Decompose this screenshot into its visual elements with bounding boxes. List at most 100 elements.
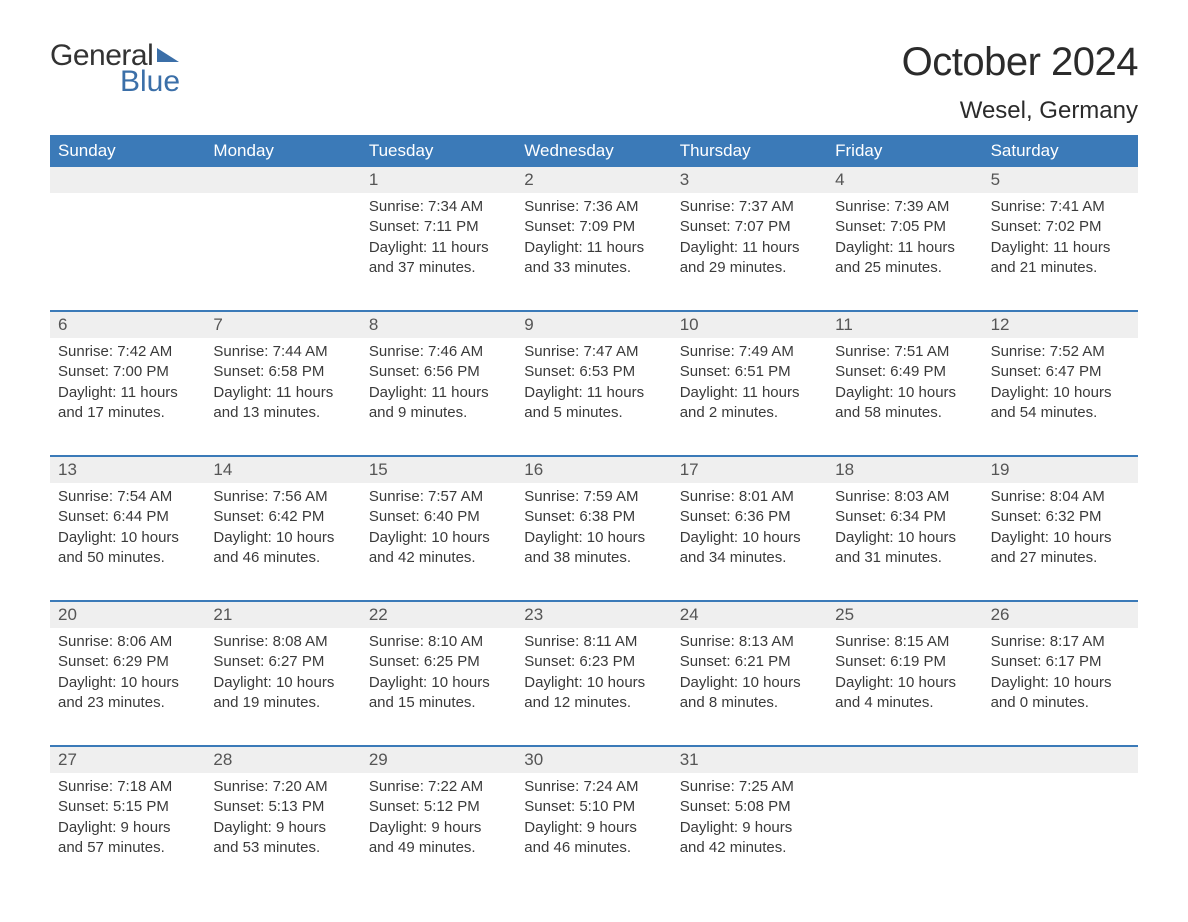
sunset-text: Sunset: 6:23 PM — [524, 652, 663, 672]
day-number: 16 — [516, 457, 671, 483]
sunset-text: Sunset: 6:47 PM — [991, 362, 1130, 382]
daylight-text: Daylight: 11 hours and 33 minutes. — [524, 238, 663, 279]
sunrise-text: Sunrise: 7:47 AM — [524, 342, 663, 362]
daylight-text: Daylight: 10 hours and 4 minutes. — [835, 673, 974, 714]
day-header: Wednesday — [516, 135, 671, 167]
day-number: 29 — [361, 747, 516, 773]
logo-text-bottom: Blue — [50, 66, 180, 98]
day-cell: Sunrise: 7:49 AMSunset: 6:51 PMDaylight:… — [672, 338, 827, 447]
daylight-text: Daylight: 11 hours and 29 minutes. — [680, 238, 819, 279]
daylight-text: Daylight: 9 hours and 42 minutes. — [680, 818, 819, 859]
sunset-text: Sunset: 5:15 PM — [58, 797, 197, 817]
day-body-row: Sunrise: 8:06 AMSunset: 6:29 PM Daylight:… — [50, 628, 1138, 737]
sunset-text: Sunset: 6:49 PM — [835, 362, 974, 382]
day-header: Monday — [205, 135, 360, 167]
day-number: 15 — [361, 457, 516, 483]
day-body-row: Sunrise: 7:34 AMSunset: 7:11 PMDaylight:… — [50, 193, 1138, 302]
day-cell: Sunrise: 8:10 AMSunset: 6:25 PMDaylight:… — [361, 628, 516, 737]
day-cell: Sunrise: 7:46 AMSunset: 6:56 PMDaylight:… — [361, 338, 516, 447]
day-number: 12 — [983, 312, 1138, 338]
sunrise-text: Sunrise: 7:44 AM — [213, 342, 352, 362]
sunrise-text: Sunrise: 7:49 AM — [680, 342, 819, 362]
day-cell: Sunrise: 7:22 AMSunset: 5:12 PMDaylight:… — [361, 773, 516, 882]
day-cell: Sunrise: 7:20 AMSunset: 5:13 PMDaylight:… — [205, 773, 360, 882]
daylight-text: Daylight: 10 hours and 19 minutes. — [213, 673, 352, 714]
day-header: Tuesday — [361, 135, 516, 167]
day-number: 22 — [361, 602, 516, 628]
sunset-text: Sunset: 6:53 PM — [524, 362, 663, 382]
sunrise-text: Sunrise: 8:11 AM — [524, 632, 663, 652]
day-number: 3 — [672, 167, 827, 193]
day-cell: Sunrise: 8:01 AMSunset: 6:36 PMDaylight:… — [672, 483, 827, 592]
sunrise-text: Sunrise: 7:54 AM — [58, 487, 197, 507]
day-cell: Sunrise: 7:42 AMSunset: 7:00 PMDaylight:… — [50, 338, 205, 447]
daylight-text: Daylight: 11 hours and 2 minutes. — [680, 383, 819, 424]
calendar-week: 12345Sunrise: 7:34 AMSunset: 7:11 PMDayl… — [50, 167, 1138, 302]
sunrise-text: Sunrise: 8:04 AM — [991, 487, 1130, 507]
daylight-text: Daylight: 10 hours and 0 minutes. — [991, 673, 1130, 714]
day-number: 26 — [983, 602, 1138, 628]
day-number: 20 — [50, 602, 205, 628]
sunrise-text: Sunrise: 7:20 AM — [213, 777, 352, 797]
day-number: 13 — [50, 457, 205, 483]
daylight-text: Daylight: 10 hours and 58 minutes. — [835, 383, 974, 424]
day-cell: Sunrise: 8:08 AMSunset: 6:27 PMDaylight:… — [205, 628, 360, 737]
sunset-text: Sunset: 6:21 PM — [680, 652, 819, 672]
day-cell: Sunrise: 7:52 AMSunset: 6:47 PMDaylight:… — [983, 338, 1138, 447]
day-cell: Sunrise: 8:06 AMSunset: 6:29 PMDaylight:… — [50, 628, 205, 737]
day-header: Thursday — [672, 135, 827, 167]
daylight-text: Daylight: 11 hours and 9 minutes. — [369, 383, 508, 424]
day-number: 17 — [672, 457, 827, 483]
sunrise-text: Sunrise: 8:06 AM — [58, 632, 197, 652]
day-number: 14 — [205, 457, 360, 483]
day-cell: Sunrise: 7:18 AMSunset: 5:15 PMDaylight:… — [50, 773, 205, 882]
sunset-text: Sunset: 5:10 PM — [524, 797, 663, 817]
day-header: Friday — [827, 135, 982, 167]
sunset-text: Sunset: 6:29 PM — [58, 652, 197, 672]
sunset-text: Sunset: 7:05 PM — [835, 217, 974, 237]
daylight-text: Daylight: 11 hours and 37 minutes. — [369, 238, 508, 279]
sunrise-text: Sunrise: 7:25 AM — [680, 777, 819, 797]
day-number: 4 — [827, 167, 982, 193]
day-number: 25 — [827, 602, 982, 628]
day-number: 11 — [827, 312, 982, 338]
sunset-text: Sunset: 6:36 PM — [680, 507, 819, 527]
daylight-text: Daylight: 10 hours and 27 minutes. — [991, 528, 1130, 569]
sunset-text: Sunset: 6:40 PM — [369, 507, 508, 527]
day-cell: Sunrise: 7:44 AMSunset: 6:58 PMDaylight:… — [205, 338, 360, 447]
day-number: 18 — [827, 457, 982, 483]
logo-sail-icon — [157, 48, 179, 62]
sunset-text: Sunset: 6:38 PM — [524, 507, 663, 527]
sunset-text: Sunset: 6:17 PM — [991, 652, 1130, 672]
sunset-text: Sunset: 5:13 PM — [213, 797, 352, 817]
day-body-row: Sunrise: 7:42 AMSunset: 7:00 PMDaylight:… — [50, 338, 1138, 447]
day-number: 31 — [672, 747, 827, 773]
daylight-text: Daylight: 10 hours and 15 minutes. — [369, 673, 508, 714]
sunrise-text: Sunrise: 7:41 AM — [991, 197, 1130, 217]
sunrise-text: Sunrise: 7:18 AM — [58, 777, 197, 797]
day-cell — [50, 193, 205, 302]
day-number — [50, 167, 205, 193]
sunset-text: Sunset: 7:09 PM — [524, 217, 663, 237]
sunset-text: Sunset: 6:25 PM — [369, 652, 508, 672]
daylight-text: Daylight: 10 hours and 31 minutes. — [835, 528, 974, 569]
day-cell: Sunrise: 8:03 AMSunset: 6:34 PMDaylight:… — [827, 483, 982, 592]
day-number: 23 — [516, 602, 671, 628]
daylight-text: Daylight: 10 hours and 54 minutes. — [991, 383, 1130, 424]
day-cell: Sunrise: 8:13 AMSunset: 6:21 PMDaylight:… — [672, 628, 827, 737]
page-subtitle: Wesel, Germany — [902, 97, 1138, 125]
weeks-container: 12345Sunrise: 7:34 AMSunset: 7:11 PMDayl… — [50, 167, 1138, 882]
sunrise-text: Sunrise: 7:37 AM — [680, 197, 819, 217]
day-cell: Sunrise: 8:04 AMSunset: 6:32 PMDaylight:… — [983, 483, 1138, 592]
day-cell — [827, 773, 982, 882]
sunrise-text: Sunrise: 7:34 AM — [369, 197, 508, 217]
sunrise-text: Sunrise: 8:13 AM — [680, 632, 819, 652]
day-cell: Sunrise: 7:39 AMSunset: 7:05 PMDaylight:… — [827, 193, 982, 302]
sunrise-text: Sunrise: 8:17 AM — [991, 632, 1130, 652]
daylight-text: Daylight: 11 hours and 25 minutes. — [835, 238, 974, 279]
calendar-week: 13141516171819Sunrise: 7:54 AMSunset: 6:… — [50, 455, 1138, 592]
day-cell: Sunrise: 7:34 AMSunset: 7:11 PMDaylight:… — [361, 193, 516, 302]
day-cell: Sunrise: 7:57 AMSunset: 6:40 PMDaylight:… — [361, 483, 516, 592]
sunset-text: Sunset: 6:42 PM — [213, 507, 352, 527]
day-number — [983, 747, 1138, 773]
